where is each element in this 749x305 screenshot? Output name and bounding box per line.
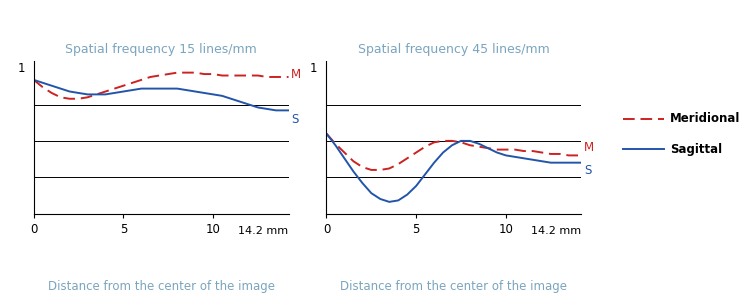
- Text: 14.2 mm: 14.2 mm: [531, 226, 581, 236]
- Text: M: M: [291, 68, 301, 81]
- Text: Distance from the center of the image: Distance from the center of the image: [48, 280, 275, 293]
- Text: S: S: [584, 164, 592, 177]
- Text: 14.2 mm: 14.2 mm: [238, 226, 288, 236]
- Text: M: M: [584, 141, 594, 154]
- Text: S: S: [291, 113, 299, 126]
- Text: Distance from the center of the image: Distance from the center of the image: [340, 280, 567, 293]
- Title: Spatial frequency 15 lines/mm: Spatial frequency 15 lines/mm: [65, 43, 257, 56]
- Text: Meridional: Meridional: [670, 113, 741, 125]
- Title: Spatial frequency 45 lines/mm: Spatial frequency 45 lines/mm: [358, 43, 550, 56]
- Text: 1: 1: [310, 62, 318, 75]
- Text: Sagittal: Sagittal: [670, 143, 722, 156]
- Text: 1: 1: [17, 62, 25, 75]
